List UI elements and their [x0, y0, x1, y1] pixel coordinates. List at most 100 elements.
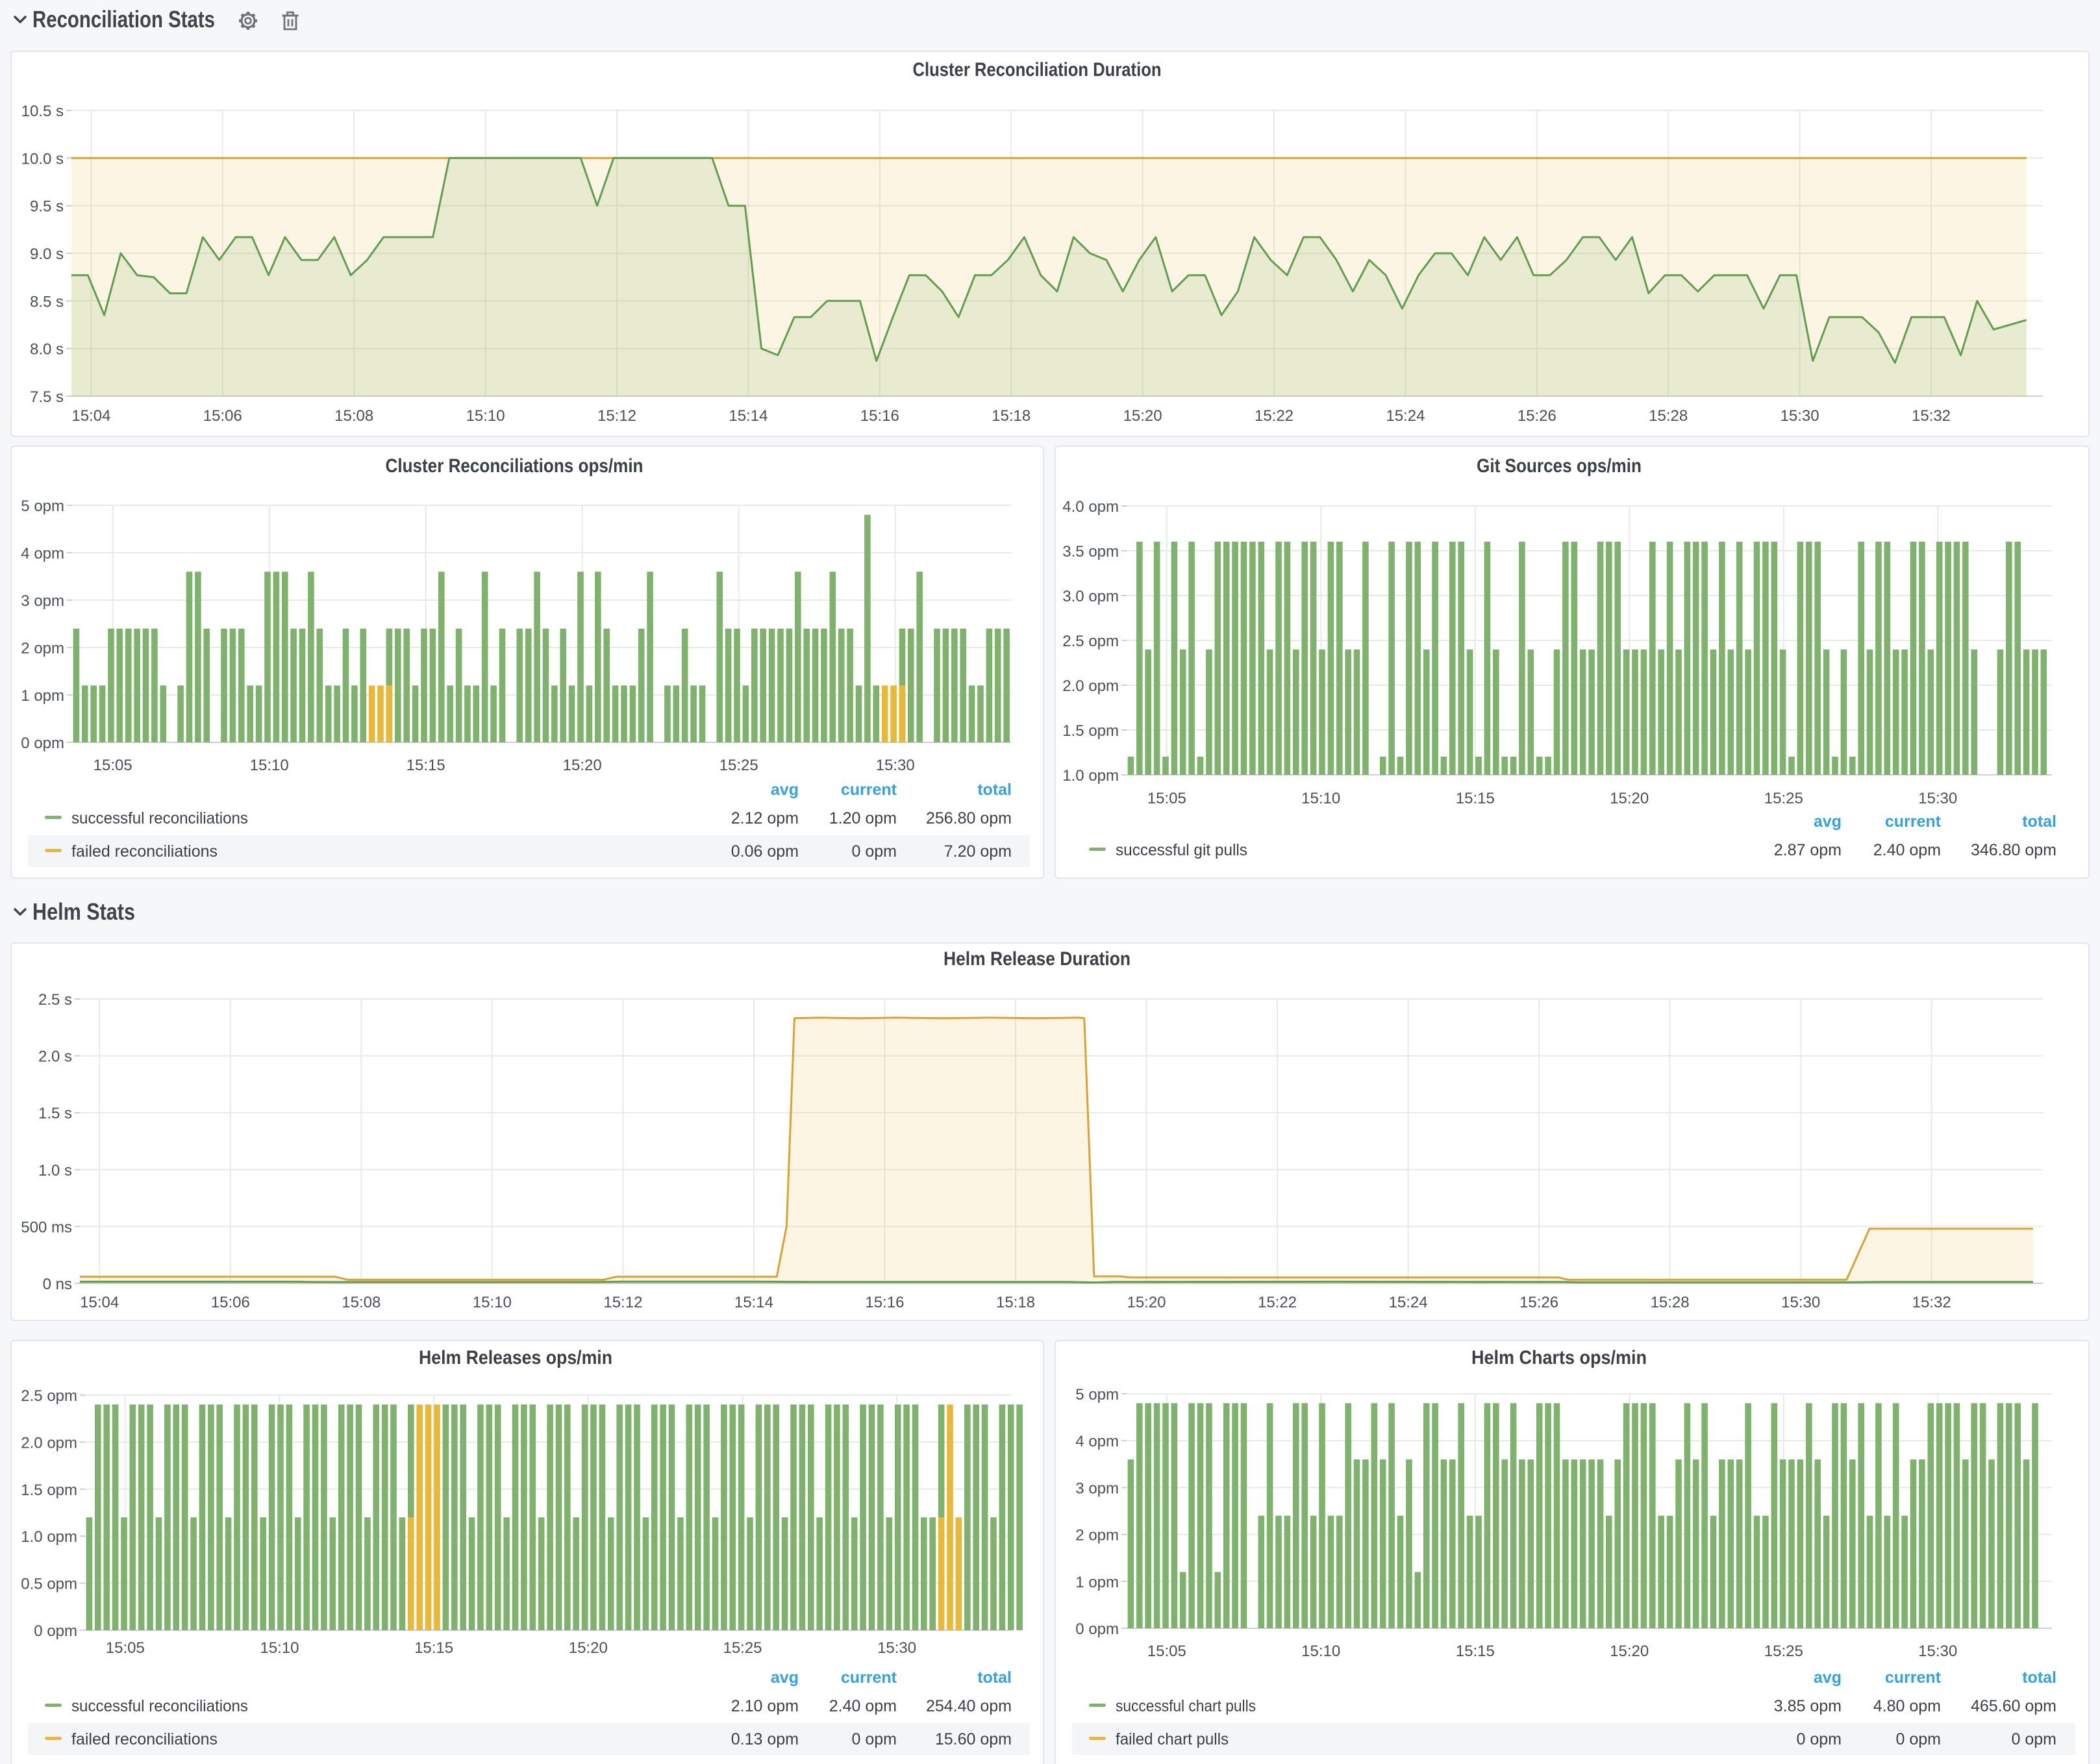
svg-text:15:05: 15:05 — [106, 1639, 145, 1657]
svg-text:15:18: 15:18 — [996, 1294, 1035, 1311]
svg-text:successful reconciliations: successful reconciliations — [71, 809, 248, 827]
svg-text:254.40 opm: 254.40 opm — [926, 1697, 1012, 1715]
svg-text:15:30: 15:30 — [876, 757, 915, 774]
svg-text:15:22: 15:22 — [1258, 1294, 1297, 1311]
svg-text:15:10: 15:10 — [1301, 1643, 1340, 1660]
svg-text:15:12: 15:12 — [603, 1294, 642, 1311]
svg-text:failed reconciliations: failed reconciliations — [71, 1730, 218, 1748]
svg-text:15:06: 15:06 — [211, 1294, 250, 1311]
svg-text:0 opm: 0 opm — [34, 1622, 77, 1640]
svg-text:10.5 s: 10.5 s — [21, 103, 64, 120]
svg-text:1.0 opm: 1.0 opm — [1062, 767, 1119, 785]
svg-text:3 opm: 3 opm — [1075, 1480, 1119, 1497]
svg-text:15:15: 15:15 — [414, 1639, 453, 1657]
svg-text:Cluster Reconciliations ops/mi: Cluster Reconciliations ops/min — [386, 455, 644, 477]
svg-text:15:24: 15:24 — [1386, 407, 1425, 425]
svg-text:total: total — [2022, 813, 2056, 831]
svg-text:2.87 opm: 2.87 opm — [1774, 841, 1842, 859]
svg-text:Helm Stats: Helm Stats — [32, 898, 135, 925]
svg-text:15:30: 15:30 — [1781, 407, 1819, 425]
svg-text:failed reconciliations: failed reconciliations — [71, 842, 218, 861]
svg-text:4 opm: 4 opm — [21, 545, 64, 562]
svg-text:0.5 opm: 0.5 opm — [21, 1576, 77, 1593]
svg-text:5 opm: 5 opm — [21, 498, 64, 515]
svg-text:total: total — [2022, 1669, 2056, 1687]
svg-text:1.5 s: 1.5 s — [38, 1105, 72, 1122]
svg-text:3 opm: 3 opm — [21, 592, 64, 610]
svg-text:0 opm: 0 opm — [1797, 1730, 1842, 1748]
svg-text:0.13 opm: 0.13 opm — [731, 1730, 799, 1748]
svg-text:1.0 opm: 1.0 opm — [21, 1528, 77, 1546]
svg-text:15:15: 15:15 — [1456, 1643, 1495, 1660]
svg-text:2 opm: 2 opm — [1075, 1527, 1119, 1544]
svg-text:2.12 opm: 2.12 opm — [731, 809, 799, 827]
svg-text:15:15: 15:15 — [1456, 790, 1495, 807]
svg-text:465.60 opm: 465.60 opm — [1971, 1697, 2056, 1715]
svg-text:current: current — [1885, 813, 1942, 831]
svg-text:2.5 opm: 2.5 opm — [21, 1387, 77, 1405]
svg-text:avg: avg — [771, 1669, 799, 1687]
svg-text:failed chart pulls: failed chart pulls — [1116, 1730, 1229, 1748]
svg-text:8.0 s: 8.0 s — [30, 341, 64, 359]
svg-text:15:32: 15:32 — [1912, 1294, 1951, 1311]
svg-text:3.0 opm: 3.0 opm — [1062, 588, 1119, 605]
svg-text:2 opm: 2 opm — [21, 640, 64, 657]
svg-text:0 opm: 0 opm — [852, 1730, 897, 1748]
svg-text:15:14: 15:14 — [729, 407, 768, 425]
svg-text:2.0 s: 2.0 s — [38, 1048, 72, 1066]
svg-text:2.40 opm: 2.40 opm — [829, 1697, 897, 1715]
svg-text:256.80 opm: 256.80 opm — [926, 809, 1012, 827]
svg-text:0 opm: 0 opm — [2012, 1730, 2056, 1748]
svg-text:15.60 opm: 15.60 opm — [935, 1730, 1012, 1748]
svg-text:15:20: 15:20 — [1127, 1294, 1166, 1311]
svg-text:total: total — [977, 781, 1012, 799]
svg-text:0 opm: 0 opm — [21, 735, 64, 752]
svg-text:0 opm: 0 opm — [1896, 1730, 1941, 1748]
svg-text:total: total — [977, 1669, 1012, 1687]
svg-text:346.80 opm: 346.80 opm — [1971, 841, 2056, 859]
svg-text:0.06 opm: 0.06 opm — [731, 842, 799, 861]
svg-text:15:24: 15:24 — [1389, 1294, 1428, 1311]
svg-text:15:20: 15:20 — [563, 757, 602, 774]
svg-text:successful reconciliations: successful reconciliations — [71, 1697, 248, 1715]
svg-text:15:28: 15:28 — [1651, 1294, 1690, 1311]
svg-text:15:28: 15:28 — [1649, 407, 1688, 425]
svg-text:15:05: 15:05 — [1147, 790, 1186, 807]
svg-text:2.40 opm: 2.40 opm — [1873, 841, 1941, 859]
svg-text:1.0 s: 1.0 s — [38, 1162, 72, 1179]
svg-text:500 ms: 500 ms — [21, 1218, 72, 1236]
svg-text:avg: avg — [771, 781, 799, 799]
svg-text:2.10 opm: 2.10 opm — [731, 1697, 799, 1715]
svg-text:7.20 opm: 7.20 opm — [944, 842, 1012, 861]
svg-text:15:16: 15:16 — [860, 407, 899, 425]
svg-text:15:30: 15:30 — [877, 1639, 916, 1657]
svg-text:4 opm: 4 opm — [1075, 1433, 1119, 1450]
svg-text:4.0 opm: 4.0 opm — [1062, 498, 1119, 516]
svg-text:successful chart pulls: successful chart pulls — [1116, 1697, 1256, 1715]
svg-text:15:16: 15:16 — [865, 1294, 904, 1311]
svg-text:15:20: 15:20 — [1610, 790, 1649, 807]
svg-text:15:26: 15:26 — [1518, 407, 1556, 425]
svg-text:2.0 opm: 2.0 opm — [21, 1434, 77, 1452]
svg-text:Helm Releases ops/min: Helm Releases ops/min — [419, 1347, 612, 1368]
svg-text:15:08: 15:08 — [334, 407, 373, 425]
svg-text:15:20: 15:20 — [1610, 1643, 1649, 1660]
svg-text:1.5 opm: 1.5 opm — [1062, 722, 1119, 740]
svg-text:15:30: 15:30 — [1918, 790, 1957, 807]
svg-text:15:15: 15:15 — [406, 757, 445, 774]
svg-text:5 opm: 5 opm — [1075, 1386, 1119, 1404]
svg-text:1 opm: 1 opm — [1075, 1574, 1119, 1591]
svg-text:15:25: 15:25 — [723, 1639, 762, 1657]
svg-text:15:05: 15:05 — [94, 757, 132, 774]
svg-text:15:32: 15:32 — [1912, 407, 1951, 425]
svg-text:current: current — [1885, 1669, 1942, 1687]
svg-text:Reconciliation Stats: Reconciliation Stats — [32, 6, 215, 32]
svg-text:15:10: 15:10 — [466, 407, 505, 425]
svg-text:Helm Charts ops/min: Helm Charts ops/min — [1471, 1347, 1647, 1368]
svg-text:avg: avg — [1814, 813, 1842, 831]
svg-text:4.80 opm: 4.80 opm — [1873, 1697, 1941, 1715]
svg-text:0 opm: 0 opm — [852, 842, 897, 861]
svg-text:current: current — [841, 1669, 897, 1687]
svg-text:0 ns: 0 ns — [43, 1276, 72, 1293]
svg-text:Helm Release Duration: Helm Release Duration — [944, 948, 1131, 970]
